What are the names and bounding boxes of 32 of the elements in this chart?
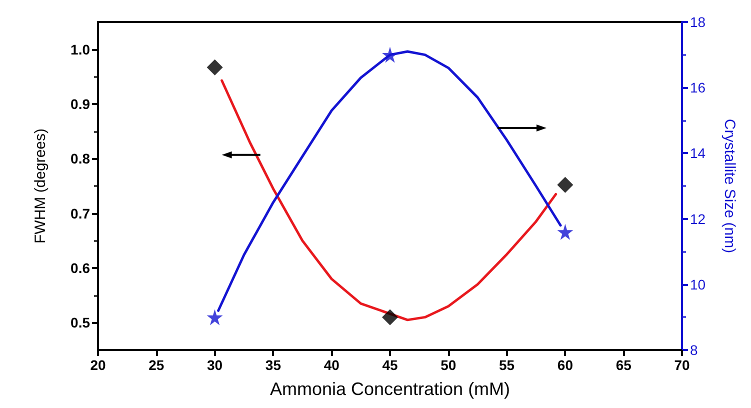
y2-axis-title: Crystallite Size (nm)	[721, 118, 738, 254]
y2-tick-label: 18	[690, 14, 706, 30]
y-axis-title: FWHM (degrees)	[32, 128, 49, 244]
y-tick-label: 0.9	[70, 96, 90, 112]
y2-tick-label: 8	[690, 342, 698, 358]
x-tick-label: 60	[557, 357, 574, 373]
point	[206, 309, 223, 326]
x-tick-label: 55	[499, 357, 515, 373]
point	[382, 309, 398, 326]
x-tick-label: 20	[90, 357, 106, 373]
x-axis-title: Ammonia Concentration (mM)	[270, 379, 510, 399]
y2-tick-label: 12	[690, 210, 706, 227]
point	[557, 224, 574, 240]
y-tick-label: 0.7	[70, 205, 90, 222]
y2-tick-label: 10	[690, 276, 706, 292]
y-tick-label: 0.5	[70, 314, 90, 331]
point	[206, 59, 223, 76]
line-series	[220, 79, 558, 322]
y2-tick-label: 16	[690, 80, 706, 96]
x-tick-label: 50	[440, 357, 456, 373]
x-tick-label: 35	[265, 357, 282, 373]
x-tick-label: 65	[616, 357, 632, 373]
x-tick-label: 70	[674, 357, 690, 373]
x-tick-label: 30	[207, 357, 223, 373]
x-tick-label: 25	[148, 357, 164, 373]
point	[557, 176, 574, 193]
y-tick-label: 1.0	[70, 41, 90, 58]
y-tick-label: 0.6	[70, 260, 90, 276]
y-tick-label: 0.8	[70, 150, 90, 167]
y2-tick-label: 14	[690, 145, 706, 162]
x-tick-label: 45	[382, 357, 398, 373]
x-tick-label: 40	[324, 357, 340, 373]
